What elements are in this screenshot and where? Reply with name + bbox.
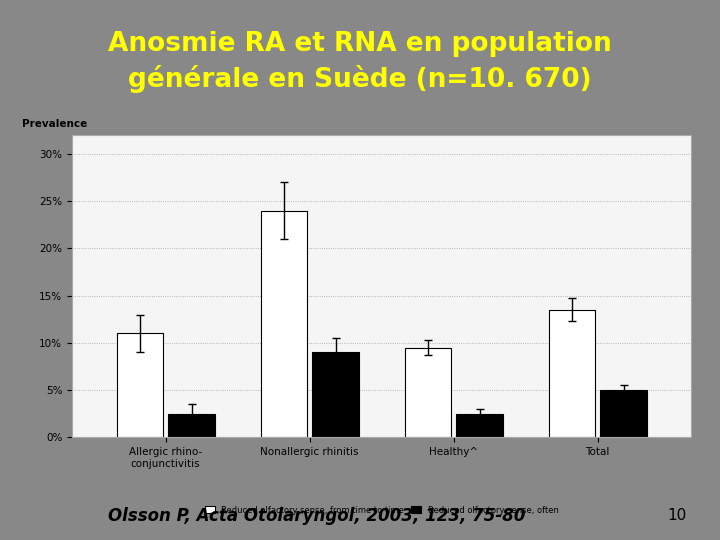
Bar [312,353,359,437]
Bar [117,333,163,437]
Text: Prevalence: Prevalence [22,119,88,129]
Text: Anosmie RA et RNA en population
générale en Suède (n=10. 670): Anosmie RA et RNA en population générale… [108,31,612,93]
Bar [261,211,307,437]
Text: Olsson P, Acta Otolaryngol, 2003, 123, 75-80: Olsson P, Acta Otolaryngol, 2003, 123, 7… [108,507,526,525]
Bar [168,414,215,437]
Text: 10: 10 [667,508,686,523]
Bar [456,414,503,437]
Bar [549,310,595,437]
Bar [600,390,647,437]
Legend: Reduced olfactory sense, from time to time, Reduced olfactory sense, often: Reduced olfactory sense, from time to ti… [202,502,562,518]
Bar [405,348,451,437]
